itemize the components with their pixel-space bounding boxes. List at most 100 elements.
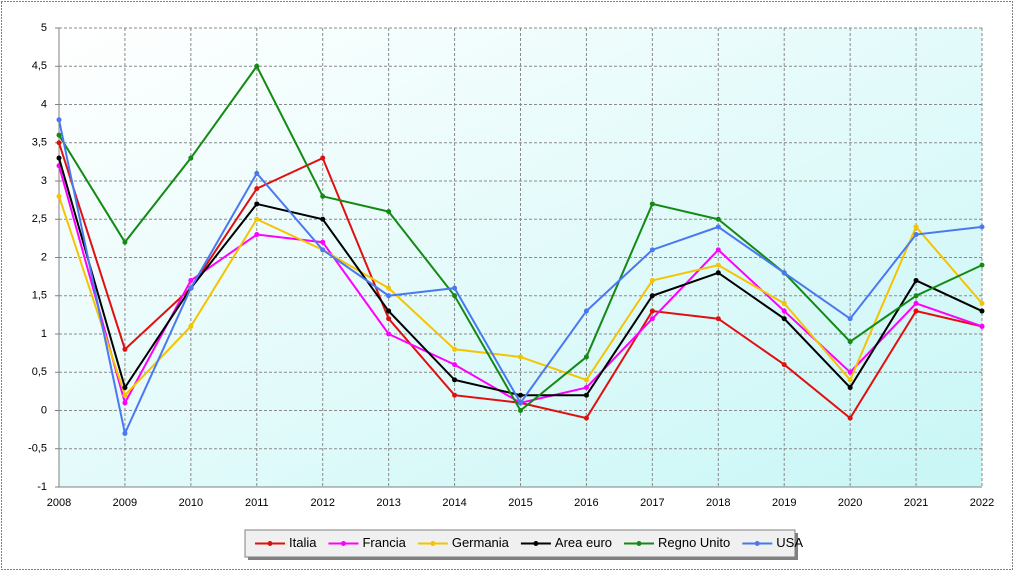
- legend-marker: [340, 541, 346, 546]
- x-tick-label: 2012: [310, 497, 334, 509]
- point: [715, 316, 721, 322]
- y-tick-label: 3: [41, 175, 47, 187]
- point: [847, 339, 853, 345]
- point: [715, 216, 721, 222]
- point: [320, 155, 326, 161]
- point: [583, 392, 589, 398]
- y-tick-label: -1: [37, 481, 47, 493]
- point: [781, 308, 787, 314]
- x-tick-label: 2010: [179, 497, 203, 509]
- y-tick-label: 2,5: [32, 213, 47, 225]
- point: [320, 193, 326, 199]
- point: [518, 392, 523, 398]
- point: [452, 392, 458, 398]
- point: [122, 400, 128, 406]
- x-tick-label: 2014: [442, 497, 466, 509]
- legend-label: USA: [776, 535, 803, 550]
- y-tick-label: 5: [41, 22, 47, 34]
- point: [583, 354, 589, 360]
- point: [122, 392, 128, 398]
- point: [781, 316, 787, 322]
- point: [583, 308, 589, 314]
- point: [518, 400, 523, 406]
- point: [913, 308, 919, 314]
- x-tick-label: 2016: [574, 497, 598, 509]
- point: [583, 385, 589, 391]
- point: [254, 170, 260, 176]
- point: [56, 117, 62, 123]
- legend-label: Francia: [362, 535, 406, 550]
- point: [649, 316, 655, 322]
- legend-marker: [430, 541, 436, 546]
- point: [583, 415, 589, 421]
- point: [122, 346, 128, 352]
- point: [122, 385, 128, 391]
- point: [847, 369, 853, 375]
- point: [913, 300, 919, 306]
- point: [649, 293, 655, 299]
- point: [452, 346, 458, 352]
- x-tick-label: 2017: [640, 497, 664, 509]
- point: [979, 323, 985, 329]
- x-tick-label: 2015: [508, 497, 532, 509]
- point: [386, 209, 392, 215]
- point: [122, 430, 128, 436]
- point: [452, 377, 458, 383]
- legend-label: Italia: [289, 535, 317, 550]
- y-tick-label: 4,5: [32, 60, 47, 72]
- point: [649, 247, 655, 253]
- point: [254, 186, 260, 192]
- y-tick-label: 0: [41, 404, 47, 416]
- point: [583, 377, 589, 383]
- point: [979, 224, 985, 230]
- y-tick-label: 3,5: [32, 137, 47, 149]
- point: [715, 262, 721, 268]
- point: [386, 331, 392, 337]
- x-tick-label: 2019: [772, 497, 796, 509]
- point: [386, 293, 392, 299]
- legend-marker: [636, 541, 642, 546]
- point: [649, 277, 655, 283]
- y-tick-label: -0,5: [28, 443, 47, 455]
- point: [518, 354, 523, 360]
- point: [56, 155, 62, 161]
- point: [649, 308, 655, 314]
- legend-label: Germania: [452, 535, 510, 550]
- y-tick-label: 0,5: [32, 366, 47, 378]
- point: [188, 285, 194, 291]
- point: [452, 293, 458, 299]
- x-tick-label: 2008: [47, 497, 71, 509]
- point: [913, 232, 919, 238]
- point: [254, 63, 260, 69]
- x-tick-label: 2020: [838, 497, 862, 509]
- point: [715, 247, 721, 253]
- point: [320, 247, 326, 253]
- legend-label: Area euro: [555, 535, 612, 550]
- x-tick-label: 2018: [706, 497, 730, 509]
- point: [452, 362, 458, 368]
- legend-marker: [267, 541, 273, 546]
- point: [715, 270, 721, 276]
- legend-marker: [533, 541, 539, 546]
- point: [56, 193, 62, 199]
- point: [122, 239, 128, 245]
- y-tick-label: 4: [41, 98, 47, 110]
- point: [649, 201, 655, 207]
- point: [254, 216, 260, 222]
- point: [254, 232, 260, 238]
- point: [320, 239, 326, 245]
- point: [913, 224, 919, 230]
- point: [847, 385, 853, 391]
- x-tick-label: 2009: [113, 497, 137, 509]
- legend-marker: [754, 541, 760, 546]
- point: [715, 224, 721, 230]
- point: [188, 323, 194, 329]
- point: [452, 285, 458, 291]
- point: [518, 408, 523, 413]
- legend: Italia Francia Germania Area euro Regno Unit…: [244, 529, 803, 558]
- point: [847, 316, 853, 322]
- point: [979, 308, 985, 314]
- point: [979, 300, 985, 306]
